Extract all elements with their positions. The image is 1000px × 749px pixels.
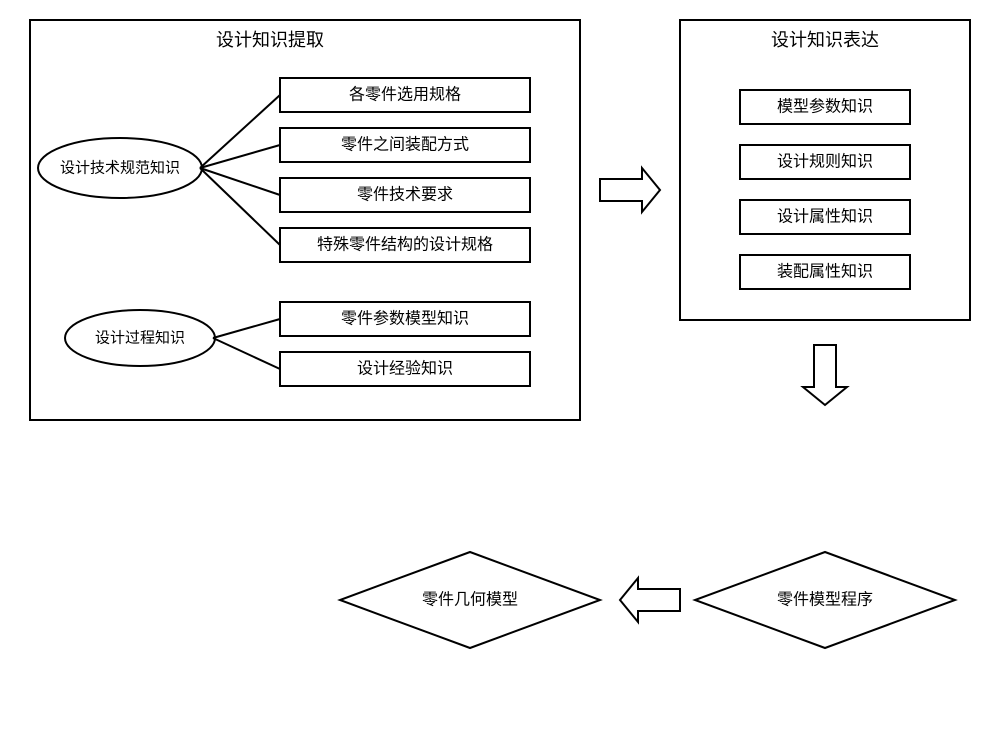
- arrow-right-down: [803, 345, 847, 405]
- ellipse-process-knowledge-label: 设计过程知识: [95, 329, 185, 346]
- arrow-left-to-right: [600, 168, 660, 212]
- process-item-0-label: 零件参数模型知识: [341, 310, 469, 328]
- diamond-geometry-label: 零件几何模型: [422, 591, 518, 609]
- expr-item-2-label: 设计属性知识: [777, 208, 873, 226]
- spec-item-1-label: 零件之间装配方式: [341, 136, 469, 154]
- expr-item-3-label: 装配属性知识: [777, 263, 873, 281]
- fan1-line-3: [200, 168, 280, 245]
- spec-item-3-label: 特殊零件结构的设计规格: [317, 236, 493, 254]
- right-container-title: 设计知识表达: [771, 30, 879, 50]
- spec-item-0-label: 各零件选用规格: [349, 86, 461, 104]
- left-container: [30, 20, 580, 420]
- diamond-program-label: 零件模型程序: [777, 591, 873, 609]
- fan1-line-2: [200, 168, 280, 195]
- spec-item-2-label: 零件技术要求: [357, 186, 453, 204]
- process-item-1-label: 设计经验知识: [357, 360, 453, 378]
- fan2-line-1: [213, 338, 280, 369]
- expr-item-0-label: 模型参数知识: [777, 98, 873, 116]
- left-container-title: 设计知识提取: [216, 30, 324, 50]
- fan2-line-0: [213, 319, 280, 338]
- ellipse-spec-knowledge-label: 设计技术规范知识: [60, 159, 180, 176]
- expr-item-1-label: 设计规则知识: [777, 153, 873, 171]
- arrow-prog-to-geom: [620, 578, 680, 622]
